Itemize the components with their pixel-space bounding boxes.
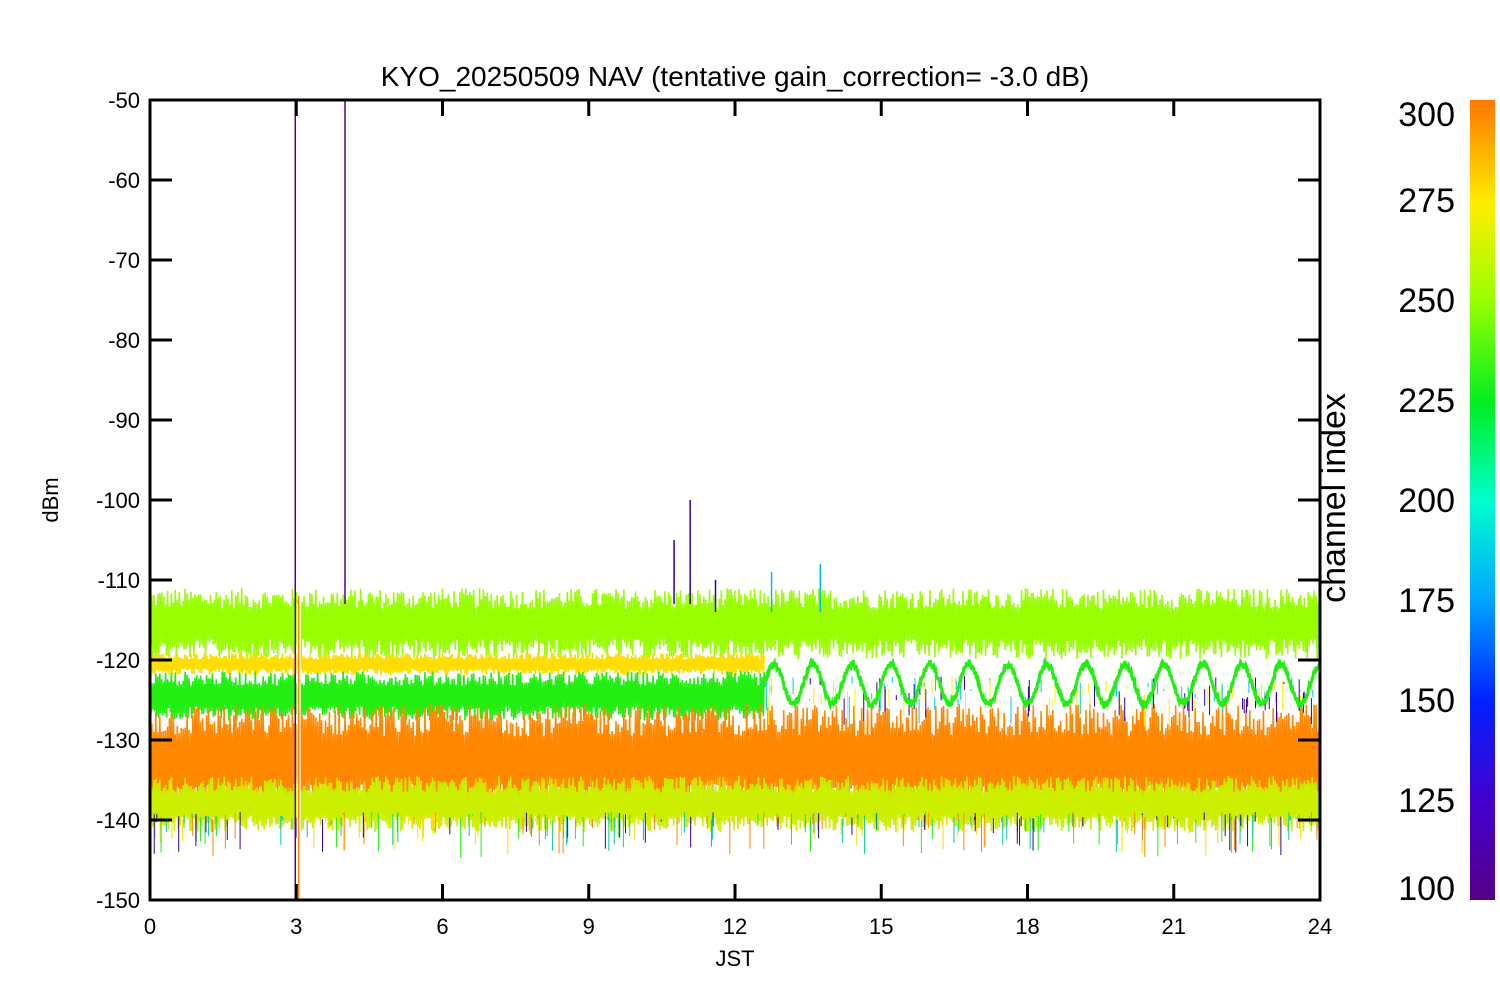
y-axis-label: dBm: [38, 477, 63, 522]
x-tick-label: 9: [583, 914, 595, 939]
y-tick-label: -140: [96, 808, 140, 833]
x-tick-label: 21: [1162, 914, 1186, 939]
y-tick-label: -100: [96, 488, 140, 513]
y-tick-label: -90: [108, 408, 140, 433]
band-trace: [150, 588, 1320, 660]
band-ch275: [150, 652, 765, 676]
colorbar: [1470, 100, 1495, 900]
y-tick-label: -130: [96, 728, 140, 753]
y-tick-label: -80: [108, 328, 140, 353]
y-tick-label: -50: [108, 88, 140, 113]
colorbar-tick-label: 175: [1398, 582, 1455, 620]
colorbar-tick-label: 300: [1398, 96, 1455, 134]
plot-area: [150, 100, 1320, 900]
x-tick-label: 6: [436, 914, 448, 939]
chart-title: KYO_20250509 NAV (tentative gain_correct…: [381, 61, 1089, 92]
colorbar-tick-label: 150: [1398, 682, 1455, 720]
x-tick-label: 18: [1015, 914, 1039, 939]
x-tick-label: 3: [290, 914, 302, 939]
x-tick-label: 0: [144, 914, 156, 939]
colorbar-ticks: 300 275 250 225 200 175 150 125 100: [1398, 96, 1455, 908]
colorbar-tick-label: 275: [1398, 182, 1455, 220]
y-tick-label: -110: [98, 568, 140, 593]
oscillating-series: [762, 656, 1320, 712]
band-trace: [150, 652, 765, 676]
colorbar-tick-label: 125: [1398, 782, 1455, 820]
colorbar-tick-label: 100: [1398, 870, 1455, 908]
y-tick-label: -150: [96, 888, 140, 913]
band-ch260: [150, 588, 1320, 660]
colorbar-tick-label: 225: [1398, 382, 1455, 420]
y-tick-label: -60: [108, 168, 140, 193]
x-tick-label: 15: [869, 914, 893, 939]
colorbar-tick-label: 200: [1398, 482, 1455, 520]
colorbar-tick-label: 250: [1398, 282, 1455, 320]
y-tick-label: -120: [96, 648, 140, 673]
x-tick-label: 12: [723, 914, 747, 939]
y-tick-label: -70: [108, 248, 140, 273]
band-ch265: [150, 775, 1320, 833]
x-axis: 0 3 6 9 12 15 18 21 24: [144, 100, 1332, 939]
x-tick-label: 24: [1308, 914, 1332, 939]
band-trace: [150, 775, 1320, 833]
band-ch230: [150, 671, 765, 721]
band-trace: [150, 671, 765, 721]
y-axis: -50 -60 -70 -80 -90 -100 -110 -120 -130 -140 -150: [96, 88, 1320, 913]
x-axis-label: JST: [715, 946, 754, 971]
colorbar-label: channel index: [1315, 393, 1353, 603]
